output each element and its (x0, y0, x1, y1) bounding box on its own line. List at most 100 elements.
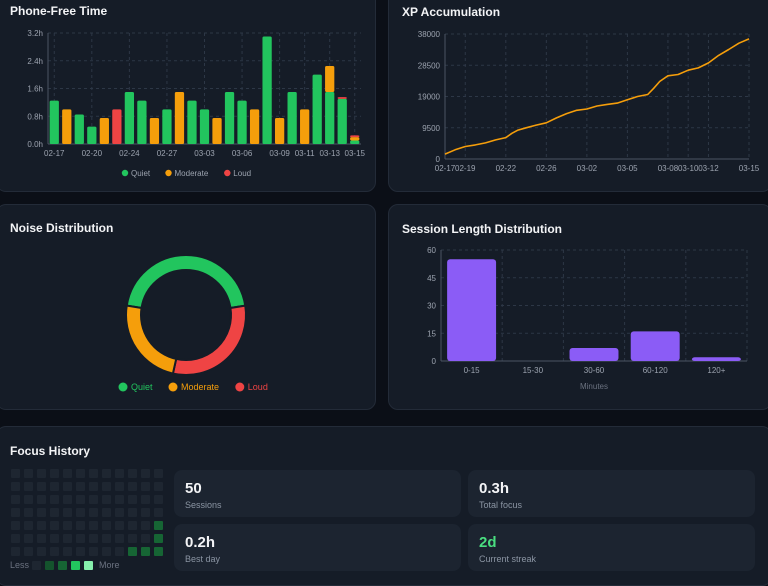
stat-sessions-value: 50 (185, 480, 202, 497)
heatmap-cell (76, 508, 85, 517)
phone-free-title: Phone-Free Time (10, 4, 108, 18)
legend-label: Loud (248, 382, 268, 392)
heatmap-cell (128, 469, 137, 478)
y-tick-label: 0.8h (27, 112, 43, 121)
bar-quiet (87, 126, 97, 144)
x-tick-label: 03-09 (269, 149, 290, 158)
focus-heatmap (11, 469, 163, 559)
heatmap-cell (63, 534, 72, 543)
bar-quiet (199, 109, 210, 144)
heatmap-cell (24, 469, 33, 478)
heatmap-cell (63, 482, 72, 491)
heatmap-cell (50, 534, 59, 543)
heatmap-cell (102, 508, 111, 517)
bar-moderate (212, 117, 222, 144)
heatmap-cell (102, 521, 111, 530)
x-tick-label: 03-10 (678, 164, 699, 173)
x-tick-label: 0-15 (464, 366, 481, 375)
y-tick-label: 45 (427, 274, 436, 283)
y-tick-label: 28500 (418, 61, 441, 70)
bar-quiet (337, 98, 347, 144)
heatmap-cell (115, 521, 124, 530)
stat-total-focus: 0.3h Total focus (468, 470, 755, 517)
x-tick-label: 03-03 (194, 149, 215, 158)
bar-60-120 (630, 331, 680, 361)
bar-quiet (187, 100, 197, 144)
heatmap-cell (76, 482, 85, 491)
heatmap-cell (50, 508, 59, 517)
heatmap-cell (24, 547, 33, 556)
heatmap-cell (102, 495, 111, 504)
bar-quiet (49, 100, 59, 144)
heatmap-cell (63, 547, 72, 556)
heatmap-cell (24, 508, 33, 517)
heatmap-cell (128, 508, 137, 517)
heatmap-cell (141, 482, 150, 491)
bar-moderate (149, 117, 160, 144)
heatmap-cell (76, 469, 85, 478)
heatmap-legend: Less More (10, 560, 160, 572)
phone-free-chart: 0.0h 0.8h 1.6h 2.4h 3.2h 02-17 02-20 02-24 02-27… (27, 29, 365, 178)
stat-sessions-label: Sessions (185, 500, 222, 510)
bar-moderate (174, 91, 185, 144)
bar-moderate (99, 117, 109, 144)
legend-swatch-1 (45, 561, 54, 570)
heatmap-cell (24, 534, 33, 543)
bar-moderate (325, 65, 335, 92)
heatmap-cell (154, 547, 163, 556)
stat-total-focus-value: 0.3h (479, 480, 510, 497)
stat-streak-value: 2d (479, 534, 497, 551)
x-tick-label: 02-24 (119, 149, 140, 158)
xp-chart: 0 9500 19000 28500 38000 02-17 02-19 02-22 02-26… (418, 30, 760, 173)
heatmap-cell (63, 521, 72, 530)
heatmap-cell (11, 482, 20, 491)
x-tick-label: 02-20 (82, 149, 103, 158)
x-tick-label: 02-22 (496, 164, 517, 173)
legend-label: Quiet (131, 382, 153, 392)
slice-loud (171, 304, 247, 376)
heatmap-cell (11, 521, 20, 530)
heatmap-cell (11, 469, 20, 478)
heatmap-cell (115, 469, 124, 478)
y-tick-label: 19000 (418, 93, 441, 102)
x-tick-label: 02-17 (435, 164, 456, 173)
stat-best-day: 0.2h Best day (174, 524, 461, 571)
y-tick-label: 0 (436, 155, 441, 164)
heatmap-cell (128, 521, 137, 530)
stat-total-focus-label: Total focus (479, 500, 523, 510)
focus-card: Focus History Less More 50 Sessions 0.3h… (0, 426, 768, 586)
heatmap-cell (50, 547, 59, 556)
bar-moderate (274, 117, 285, 144)
bar-quiet (137, 100, 147, 144)
legend-swatch-3 (71, 561, 80, 570)
y-tick-label: 60 (427, 246, 436, 255)
x-tick-label: 02-17 (44, 149, 65, 158)
bar-quiet (262, 36, 272, 144)
x-tick-label: 02-27 (157, 149, 178, 158)
heatmap-cell (154, 482, 163, 491)
heatmap-cell (102, 534, 111, 543)
slice-moderate (125, 304, 178, 375)
noise-chart: Quiet Moderate Loud (118, 254, 268, 392)
heatmap-cell (128, 534, 137, 543)
heatmap-cell (115, 482, 124, 491)
heatmap-cell (37, 469, 46, 478)
x-tick-label: 03-02 (577, 164, 598, 173)
heatmap-cell (141, 469, 150, 478)
heatmap-cell (11, 495, 20, 504)
noise-card: Noise Distribution Quiet Moderate Loud (0, 204, 376, 410)
legend-label: Quiet (131, 169, 151, 178)
series-line-xp (444, 38, 750, 155)
bar-moderate (249, 109, 260, 144)
x-tick-label: 03-12 (698, 164, 719, 173)
bar-quiet (124, 91, 135, 144)
heatmap-cell (50, 469, 59, 478)
legend-swatch-0 (32, 561, 41, 570)
heatmap-cell (115, 508, 124, 517)
session-chart: 0 15 30 45 60 0-15 15-30 30-60 60-120 120+ Minutes (427, 246, 748, 391)
y-tick-label: 9500 (422, 124, 440, 133)
x-tick-label: 03-06 (232, 149, 253, 158)
heatmap-cell (115, 547, 124, 556)
bar-quiet (237, 100, 247, 144)
stat-best-day-value: 0.2h (185, 534, 216, 551)
